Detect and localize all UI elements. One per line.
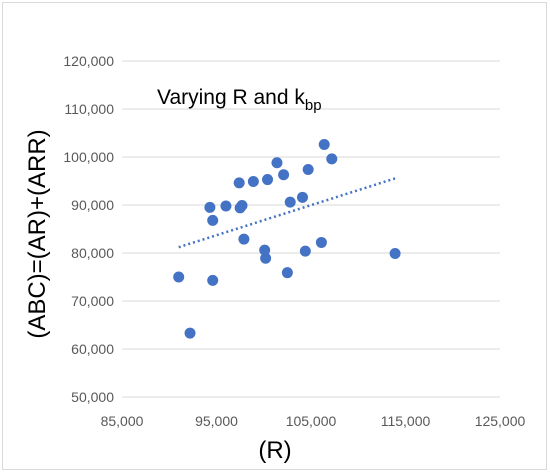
y-tick-label: 50,000 [71, 389, 114, 405]
y-tick-label: 110,000 [64, 101, 114, 117]
data-point [236, 199, 248, 211]
data-point [296, 191, 308, 203]
trendline-layer [178, 176, 397, 249]
trendline [178, 176, 397, 249]
data-point [318, 139, 330, 151]
data-point [278, 169, 290, 181]
y-tick-label: 80,000 [71, 245, 114, 261]
chart-title: Varying R and kbp [157, 86, 322, 114]
y-tick-label: 90,000 [71, 197, 114, 213]
data-point [207, 274, 219, 286]
data-point [247, 175, 259, 187]
data-point [281, 267, 293, 279]
data-point [207, 214, 219, 226]
data-point [315, 236, 327, 248]
x-tick-labels: 85,000 95,000 105,000 115,000 125,000 [101, 413, 526, 429]
data-point [204, 201, 216, 213]
gridlines [122, 60, 500, 398]
data-point [238, 233, 250, 245]
data-point [389, 247, 401, 259]
data-point [284, 196, 296, 208]
x-tick-label: 85,000 [101, 413, 144, 429]
x-tick-label: 105,000 [286, 413, 337, 429]
data-point [326, 153, 338, 165]
x-tick-label: 115,000 [381, 413, 431, 429]
data-point [260, 252, 272, 264]
y-tick-label: 70,000 [71, 293, 114, 309]
data-point [184, 327, 196, 339]
chart-title-subscript: bp [305, 97, 322, 114]
data-point [302, 163, 314, 175]
data-points [173, 139, 401, 339]
data-point [271, 157, 283, 169]
data-point [233, 177, 245, 189]
y-tick-label: 100,000 [63, 149, 114, 165]
data-point [220, 200, 232, 212]
data-point [259, 244, 271, 256]
x-axis-title: (R) [258, 437, 291, 464]
y-tick-labels: 50,000 60,000 70,000 80,000 90,000 100,000 110… [63, 53, 114, 405]
y-axis-title: (ABC)=(AR)+(ARR) [24, 129, 51, 338]
data-point [173, 271, 185, 283]
x-tick-label: 125,000 [475, 413, 526, 429]
data-point [262, 174, 274, 186]
x-tick-label: 95,000 [195, 413, 238, 429]
y-tick-label: 120,000 [63, 53, 114, 69]
data-point [299, 245, 311, 257]
y-tick-label: 60,000 [71, 341, 114, 357]
